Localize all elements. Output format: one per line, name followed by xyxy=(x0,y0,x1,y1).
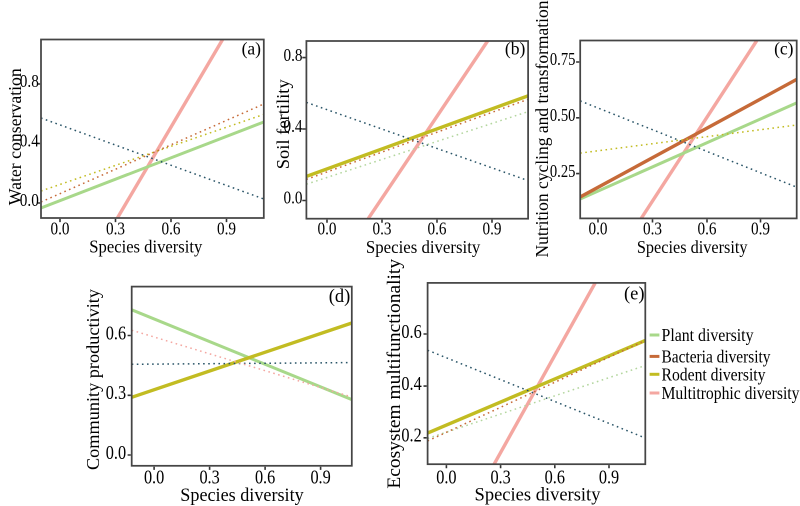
svg-text:0.3: 0.3 xyxy=(106,219,125,239)
svg-text:0.0: 0.0 xyxy=(318,219,337,239)
svg-text:0.4: 0.4 xyxy=(284,116,303,136)
svg-text:0.6: 0.6 xyxy=(162,219,181,239)
svg-text:Water conservation: Water conservation xyxy=(5,68,25,205)
svg-text:0.0: 0.0 xyxy=(106,443,126,464)
svg-text:0.2: 0.2 xyxy=(401,426,421,447)
svg-text:0.0: 0.0 xyxy=(20,190,39,210)
svg-text:0.6: 0.6 xyxy=(698,219,717,239)
svg-text:(a): (a) xyxy=(242,39,262,59)
svg-text:(d): (d) xyxy=(329,287,351,307)
svg-text:(b): (b) xyxy=(505,39,526,59)
svg-text:0.4: 0.4 xyxy=(20,131,39,151)
svg-text:0.3: 0.3 xyxy=(490,468,510,489)
svg-text:0.50: 0.50 xyxy=(550,105,576,125)
svg-text:Soil fertility: Soil fertility xyxy=(273,79,293,169)
svg-text:Plant diversity: Plant diversity xyxy=(662,325,754,345)
svg-text:0.3: 0.3 xyxy=(106,383,126,404)
svg-text:0.9: 0.9 xyxy=(217,219,236,239)
svg-text:Species diversity: Species diversity xyxy=(475,484,601,505)
svg-text:0.8: 0.8 xyxy=(284,45,303,65)
svg-text:0.9: 0.9 xyxy=(599,468,619,489)
svg-text:Rodent diversity: Rodent diversity xyxy=(662,365,766,385)
svg-text:0.75: 0.75 xyxy=(550,49,576,69)
svg-text:0.8: 0.8 xyxy=(20,71,39,91)
svg-text:0.3: 0.3 xyxy=(373,219,392,239)
svg-text:0.25: 0.25 xyxy=(550,161,576,181)
svg-text:0.6: 0.6 xyxy=(401,322,422,343)
svg-text:0.4: 0.4 xyxy=(401,374,422,395)
svg-text:0.9: 0.9 xyxy=(483,219,502,239)
svg-text:0.0: 0.0 xyxy=(589,219,608,239)
svg-text:0.6: 0.6 xyxy=(255,468,276,489)
svg-text:Nutrition cycling and transfor: Nutrition cycling and transformation xyxy=(532,1,552,258)
svg-text:0.0: 0.0 xyxy=(51,219,70,239)
svg-text:Species diversity: Species diversity xyxy=(180,485,304,506)
svg-text:0.3: 0.3 xyxy=(199,468,219,489)
svg-text:0.6: 0.6 xyxy=(545,468,566,489)
svg-text:Multitrophic diversity: Multitrophic diversity xyxy=(662,383,800,403)
svg-text:Species diversity: Species diversity xyxy=(637,237,748,257)
svg-text:0.6: 0.6 xyxy=(106,323,127,344)
svg-text:(e): (e) xyxy=(624,285,645,305)
svg-text:Species diversity: Species diversity xyxy=(366,237,480,257)
svg-text:0.9: 0.9 xyxy=(310,468,330,489)
svg-text:0.6: 0.6 xyxy=(428,219,447,239)
svg-text:Bacteria diversity: Bacteria diversity xyxy=(662,347,771,367)
svg-text:0.0: 0.0 xyxy=(284,188,303,208)
svg-text:Community productivity: Community productivity xyxy=(83,289,103,470)
svg-text:0.3: 0.3 xyxy=(643,219,662,239)
svg-text:0.9: 0.9 xyxy=(751,219,770,239)
svg-text:Ecosystem multifunctionality: Ecosystem multifunctionality xyxy=(384,258,405,488)
svg-text:Species diversity: Species diversity xyxy=(89,236,202,256)
svg-text:0.0: 0.0 xyxy=(144,468,164,489)
svg-text:(c): (c) xyxy=(774,39,794,59)
svg-text:0.0: 0.0 xyxy=(436,468,456,489)
